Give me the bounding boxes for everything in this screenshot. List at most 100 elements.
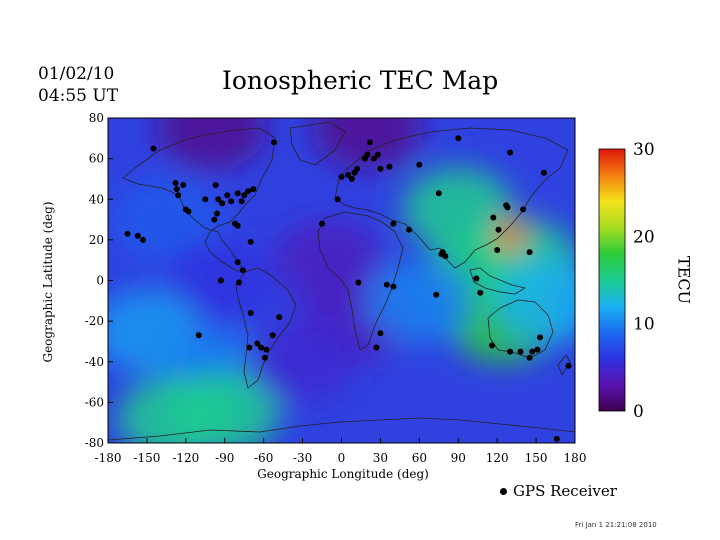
gps-receiver-marker bbox=[553, 435, 560, 442]
y-tick-label: 40 bbox=[89, 192, 104, 206]
gps-receiver-marker bbox=[202, 196, 209, 203]
gps-receiver-marker bbox=[354, 165, 361, 172]
gps-receiver-marker bbox=[175, 192, 182, 199]
x-tick-label: -180 bbox=[95, 451, 122, 465]
gps-receiver-marker bbox=[269, 332, 276, 339]
x-tick-label: -90 bbox=[215, 451, 234, 465]
gps-receiver-marker bbox=[246, 344, 253, 351]
gps-receiver-marker bbox=[212, 182, 219, 188]
southeast-asia-islands-outline bbox=[469, 267, 526, 295]
gps-receiver-marker bbox=[507, 149, 514, 156]
gps-receiver-marker bbox=[489, 342, 495, 349]
gps-receiver-marker bbox=[370, 155, 377, 162]
colorbar-label: TECU bbox=[674, 255, 694, 305]
gps-receiver-marker bbox=[271, 139, 277, 146]
page-title: Ionospheric TEC Map bbox=[222, 66, 499, 95]
gps-receiver-marker bbox=[228, 198, 235, 205]
gps-receiver-marker bbox=[540, 169, 547, 176]
gps-receiver-marker bbox=[214, 210, 220, 217]
gps-receiver-marker bbox=[234, 259, 241, 266]
x-tick-label: -60 bbox=[254, 451, 273, 465]
x-tick-label: 0 bbox=[338, 451, 346, 465]
gps-receiver-marker bbox=[529, 348, 536, 355]
gps-receiver-marker bbox=[490, 214, 497, 221]
gps-receiver-marker bbox=[416, 161, 423, 168]
gps-receiver-marker bbox=[180, 182, 187, 188]
europe-asia-outline bbox=[334, 127, 569, 269]
gps-receiver-marker bbox=[537, 334, 543, 341]
gps-receiver-marker bbox=[195, 332, 202, 339]
gps-receiver-marker bbox=[276, 314, 283, 321]
colorbar-tick-label: 0 bbox=[633, 402, 644, 422]
gps-receiver-marker bbox=[534, 346, 541, 353]
gps-receiver-marker bbox=[348, 175, 355, 182]
y-tick-label: 0 bbox=[96, 274, 104, 288]
gps-receiver-marker bbox=[435, 190, 442, 197]
gps-receiver-marker bbox=[140, 236, 146, 243]
gps-receiver-marker bbox=[250, 186, 257, 193]
x-tick-label: 90 bbox=[451, 451, 466, 465]
gps-receiver-marker bbox=[526, 354, 533, 361]
gps-receiver-marker bbox=[477, 289, 484, 296]
antarctica-outline bbox=[108, 417, 575, 441]
gps-receiver-marker bbox=[219, 200, 226, 207]
africa-outline bbox=[317, 211, 404, 351]
legend-marker-icon bbox=[500, 487, 507, 495]
greenland-outline bbox=[289, 121, 346, 166]
tec-field-patch bbox=[111, 177, 222, 262]
gps-receiver-marker bbox=[386, 163, 393, 170]
gps-receiver-marker bbox=[150, 145, 157, 152]
y-tick-label: -80 bbox=[85, 436, 104, 450]
gps-receiver-marker bbox=[211, 216, 218, 223]
gps-receiver-marker bbox=[247, 310, 254, 316]
tec-field-patch bbox=[156, 118, 267, 171]
gps-receiver-marker bbox=[406, 226, 412, 233]
gps-receiver-marker bbox=[377, 330, 384, 337]
tec-field-patch bbox=[247, 319, 358, 404]
y-tick-label: -40 bbox=[85, 355, 104, 369]
gps-receiver-marker bbox=[234, 190, 241, 197]
gps-receiver-marker bbox=[494, 247, 501, 253]
y-tick-label: 20 bbox=[89, 233, 104, 247]
gps-receiver-marker bbox=[241, 192, 248, 199]
north-america-outline bbox=[122, 127, 276, 273]
x-tick-label: 60 bbox=[412, 451, 427, 465]
gps-receiver-marker bbox=[173, 186, 180, 193]
tec-field-patch bbox=[494, 258, 575, 343]
x-tick-label: 180 bbox=[564, 451, 587, 465]
x-tick-label: 150 bbox=[525, 451, 548, 465]
x-tick-label: -30 bbox=[293, 451, 312, 465]
gps-receiver-marker bbox=[390, 283, 397, 290]
y-tick-label: 80 bbox=[89, 111, 104, 125]
gps-receiver-marker bbox=[504, 204, 511, 211]
gps-receiver-marker bbox=[526, 249, 533, 256]
gps-receiver-marker bbox=[374, 151, 381, 158]
legend-label: GPS Receiver bbox=[513, 482, 617, 500]
colorbar-tick-label: 30 bbox=[633, 140, 655, 160]
gps-receiver-marker bbox=[364, 151, 371, 158]
y-tick-label: 60 bbox=[89, 152, 104, 166]
gps-receiver-marker bbox=[433, 291, 440, 298]
x-tick-label: -120 bbox=[172, 451, 199, 465]
gps-receiver-marker bbox=[319, 220, 325, 227]
gps-receiver-marker bbox=[455, 135, 462, 142]
gps-receiver-marker bbox=[334, 196, 341, 203]
gps-receiver-marker bbox=[565, 362, 572, 369]
gps-receiver-marker bbox=[345, 171, 351, 178]
gps-receiver-marker bbox=[355, 279, 362, 286]
gps-receiver-marker bbox=[134, 232, 141, 239]
gps-receiver-marker bbox=[367, 139, 373, 146]
x-axis-label: Geographic Longitude (deg) bbox=[257, 467, 429, 481]
gps-receiver-marker bbox=[338, 173, 345, 180]
gps-receiver-marker bbox=[245, 188, 252, 195]
time-label: 04:55 UT bbox=[38, 86, 119, 106]
colorbar-tick-label: 20 bbox=[633, 227, 655, 247]
gps-receiver-marker bbox=[124, 230, 131, 237]
new-zealand-outline bbox=[557, 354, 571, 376]
colorbar bbox=[598, 148, 626, 412]
y-axis-label: Geographic Latitude (deg) bbox=[41, 201, 55, 363]
x-tick-label: -150 bbox=[133, 451, 160, 465]
gps-receiver-marker bbox=[507, 348, 514, 355]
gps-receiver-marker bbox=[390, 220, 397, 227]
tec-field-patch bbox=[117, 376, 228, 443]
